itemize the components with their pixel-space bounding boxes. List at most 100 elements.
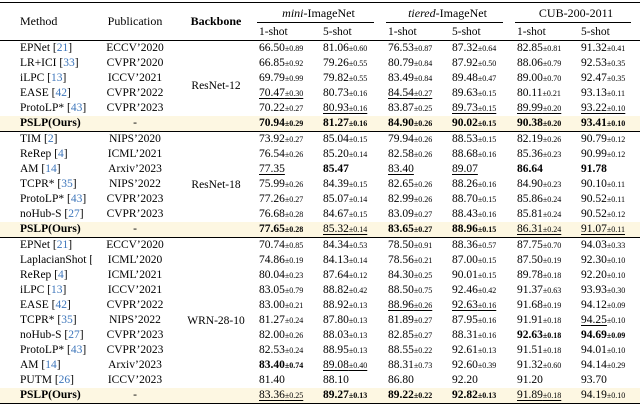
score-value: 88.95±0.13 (323, 343, 368, 356)
score-std: ±0.12 (606, 209, 626, 219)
score-std: ±0.11 (606, 224, 625, 234)
cell-backbone-spacer (178, 41, 254, 57)
citation-link[interactable]: 42 (55, 298, 67, 311)
table-row-nohub-s: noHub-S [27] CVPR’2023 82.00±0.26 88.03±0.1… (0, 328, 640, 343)
score-std: ±0.42 (348, 285, 368, 295)
score-value: 81.06±0.60 (323, 41, 368, 54)
score-value: 91.37±0.63 (517, 283, 562, 296)
score-value: 88.31±0.73 (388, 358, 433, 371)
subcol-header-1-shot: 1-shot (512, 23, 577, 41)
citation-link[interactable]: 4 (58, 147, 64, 160)
citation-link[interactable]: 21 (56, 238, 69, 251)
citation-link[interactable]: 27 (68, 207, 80, 220)
citation-link[interactable]: 43 (70, 192, 83, 205)
citation-link[interactable]: 21 (56, 41, 69, 54)
score-std: ±0.70 (542, 240, 562, 250)
table-row-pslp-ours-: PSLP(Ours) - 83.36±0.25 89.27±0.13 89.22±0.2… (0, 388, 640, 404)
score-value: 76.54±0.26 (259, 147, 304, 160)
score-value: 88.55±0.22 (388, 343, 433, 356)
score-std: ±0.24 (284, 345, 304, 355)
score-std: ±0.10 (606, 255, 626, 265)
score-std: ±0.84 (413, 73, 433, 83)
cell-method: LaplacianShot [44] (0, 253, 92, 268)
citation-link[interactable]: 42 (55, 86, 67, 99)
score-value: 87.75±0.70 (517, 238, 562, 251)
cell-score: 93.70 (576, 373, 640, 388)
score-value: 85.36±0.23 (517, 147, 562, 160)
cell-score: 94.12±0.09 (576, 298, 640, 313)
cell-score: 70.74±0.85 (254, 238, 318, 254)
table-body: EPNet [21] ECCV’2020 66.50±0.89 81.06±0.60 7… (0, 41, 640, 404)
score-std: ±0.21 (542, 88, 561, 98)
cell-score: 80.04±0.23 (254, 268, 318, 283)
score-value: 92.60±0.39 (452, 358, 497, 371)
citation-link[interactable]: 14 (45, 358, 57, 371)
cell-score: 84.90±0.23 (512, 177, 576, 192)
score-value: 66.85±0.92 (259, 56, 304, 69)
cell-score: 89.78±0.18 (512, 268, 576, 283)
score-std: ±0.19 (542, 255, 562, 265)
score-std: ±0.24 (542, 194, 562, 204)
score-value: 78.50±0.91 (388, 238, 433, 251)
citation-link[interactable]: 43 (70, 343, 83, 356)
score-std: ±0.13 (477, 390, 497, 400)
score-std: ±0.60 (542, 360, 562, 370)
score-std: ±0.25 (413, 103, 433, 113)
cell-backbone-spacer (178, 71, 254, 86)
cell-score: 89.27±0.13 (318, 388, 383, 404)
cell-score: 88.82±0.42 (318, 283, 383, 298)
citation-link[interactable]: 14 (45, 162, 57, 175)
cell-score: 88.10 (318, 373, 383, 388)
score-std: ±0.18 (542, 315, 562, 325)
citation-link[interactable]: 43 (70, 101, 83, 114)
score-std: ±0.26 (542, 134, 562, 144)
score-value: 88.92±0.13 (323, 298, 368, 311)
citation-link[interactable]: 4 (58, 268, 64, 281)
table-row-tcpr-: TCPR* [35] NIPS’2022 75.99±0.26 84.39±0.15 8… (0, 177, 640, 192)
citation-link[interactable]: 33 (63, 56, 75, 69)
cell-method: ProtoLP* [43] (20, 101, 87, 114)
score-value: 83.09±0.27 (388, 207, 433, 220)
cell-method: ReRep [4] (20, 268, 68, 281)
score-std: ±0.27 (284, 134, 304, 144)
citation-link[interactable]: 13 (51, 283, 63, 296)
subcol-header-1-shot: 1-shot (383, 23, 447, 41)
citation-link[interactable]: 2 (47, 132, 54, 145)
score-value: 83.40±0.74 (259, 358, 304, 371)
cell-score: 90.38±0.20 (512, 116, 577, 132)
cell-backbone-spacer (178, 238, 254, 254)
score-value: 92.46±0.42 (452, 283, 497, 296)
cell-publication: ICCV’2021 (107, 283, 163, 296)
score-value: 88.53±0.15 (452, 132, 497, 145)
score-std: ±0.23 (542, 149, 562, 159)
score-value: 84.13±0.14 (323, 253, 368, 266)
cell-score: 92.46±0.42 (447, 283, 512, 298)
cell-score: 83.40 (383, 162, 447, 177)
cell-score: 85.04±0.15 (318, 132, 383, 148)
citation-link[interactable]: 35 (61, 313, 73, 326)
score-value: 77.65±0.28 (259, 222, 304, 235)
cell-score: 85.36±0.23 (512, 147, 576, 162)
score-std: ±0.26 (413, 118, 433, 128)
score-std: ±0.16 (348, 118, 368, 128)
citation-link[interactable]: 26 (58, 373, 71, 386)
score-value: 89.78±0.18 (517, 268, 562, 281)
cell-score: 81.06±0.60 (318, 41, 383, 57)
score-value: 70.47±0.30 (259, 86, 304, 99)
cell-backbone-spacer (178, 147, 254, 162)
score-value: 90.52±0.12 (581, 207, 626, 220)
citation-link[interactable]: 13 (51, 71, 63, 84)
cell-publication: ICML’2020 (107, 253, 163, 266)
score-value: 82.85±0.27 (388, 328, 433, 341)
cell-score: 92.20 (447, 373, 512, 388)
cell-publication: CVPR’2023 (106, 207, 164, 220)
cell-score: 88.26±0.16 (447, 177, 512, 192)
citation-link[interactable]: 27 (68, 328, 80, 341)
method-name: ProtoLP* (20, 101, 65, 114)
cell-score: 94.25±0.10 (576, 313, 640, 328)
score-std: ±0.16 (477, 330, 497, 340)
citation-link[interactable]: 35 (61, 177, 73, 190)
score-std: ±0.26 (284, 179, 304, 189)
table-row-ilpc: iLPC [13] ICCV’2021 83.05±0.79 88.82±0.42 88… (0, 283, 640, 298)
